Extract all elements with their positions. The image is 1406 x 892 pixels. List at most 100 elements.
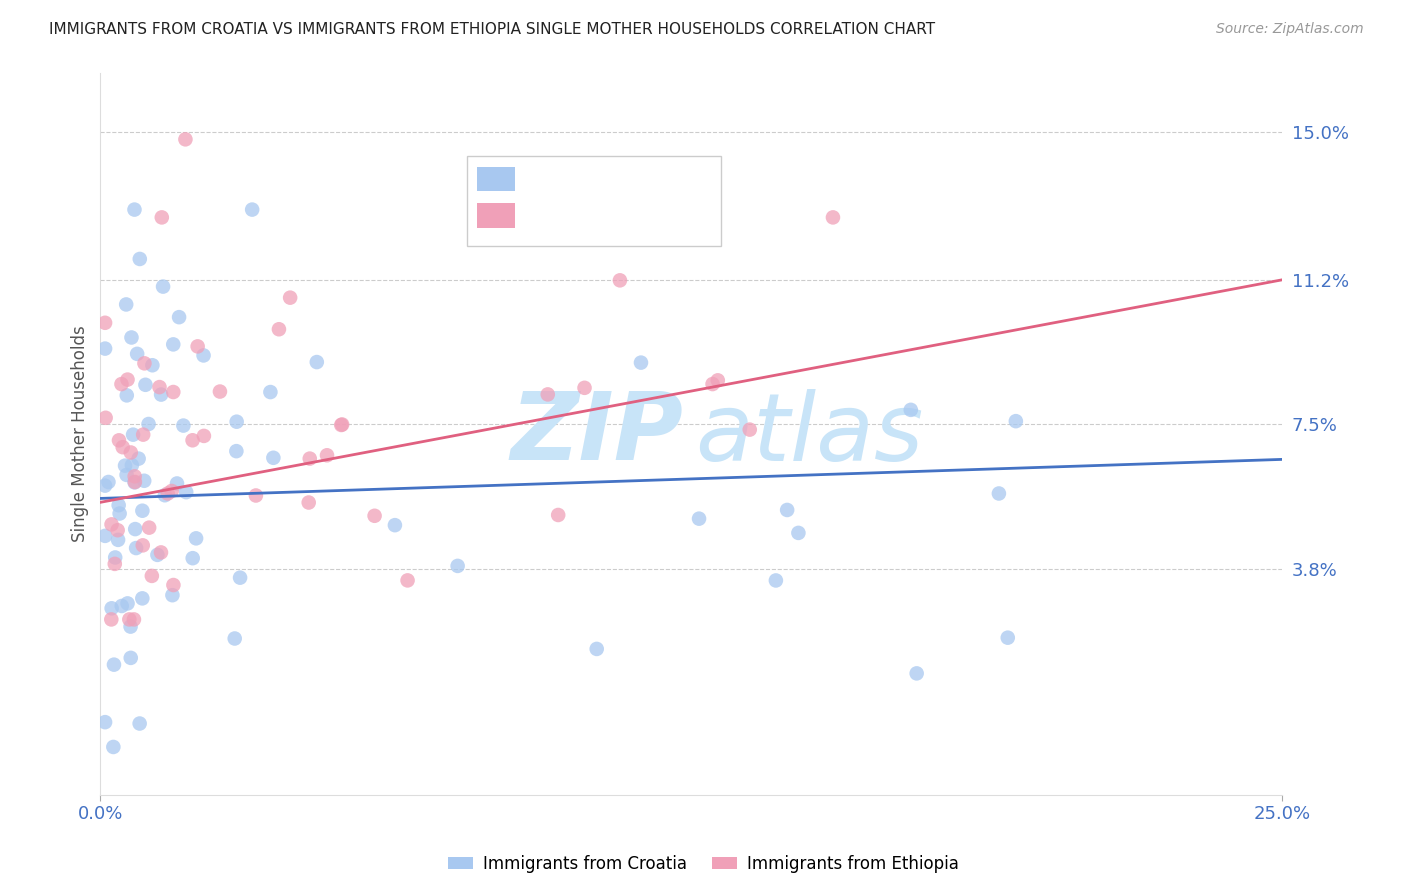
Point bbox=[124, 202, 146, 217]
Point bbox=[208, 384, 231, 399]
Point bbox=[111, 599, 134, 613]
Point bbox=[150, 387, 173, 401]
Point bbox=[108, 507, 131, 521]
Point bbox=[181, 434, 204, 448]
Point bbox=[167, 310, 190, 325]
Point bbox=[131, 591, 153, 606]
Text: atlas: atlas bbox=[695, 389, 924, 480]
Point bbox=[108, 434, 131, 448]
Point bbox=[117, 373, 139, 387]
Text: 71: 71 bbox=[658, 170, 683, 188]
Text: 0.345: 0.345 bbox=[561, 206, 619, 224]
Point bbox=[128, 451, 150, 466]
Point bbox=[229, 571, 252, 585]
Point bbox=[707, 373, 730, 387]
Point bbox=[141, 569, 163, 583]
Point bbox=[138, 521, 160, 535]
Point bbox=[97, 475, 120, 489]
Point bbox=[162, 384, 184, 399]
Point bbox=[240, 202, 263, 217]
Point bbox=[245, 488, 267, 502]
Point bbox=[148, 380, 170, 394]
Point bbox=[384, 518, 406, 533]
Point bbox=[94, 478, 117, 492]
Point bbox=[688, 511, 710, 525]
Point bbox=[193, 429, 215, 443]
Point bbox=[153, 488, 176, 502]
Point bbox=[125, 541, 148, 555]
Point bbox=[259, 385, 281, 400]
Point bbox=[396, 574, 419, 588]
Point bbox=[114, 458, 136, 473]
Point bbox=[150, 545, 173, 559]
Point bbox=[121, 330, 143, 344]
Point bbox=[122, 612, 145, 626]
Point bbox=[152, 279, 174, 293]
Point bbox=[162, 578, 184, 592]
Point bbox=[94, 410, 117, 425]
Point bbox=[630, 356, 652, 370]
Point bbox=[316, 448, 339, 462]
FancyBboxPatch shape bbox=[477, 167, 515, 192]
Point bbox=[547, 508, 569, 522]
Point bbox=[117, 596, 139, 610]
Point bbox=[330, 417, 353, 432]
Point bbox=[225, 415, 247, 429]
Point bbox=[124, 522, 146, 536]
Point bbox=[124, 469, 146, 483]
Point bbox=[132, 427, 155, 442]
Y-axis label: Single Mother Households: Single Mother Households bbox=[72, 326, 89, 542]
Point bbox=[262, 450, 284, 465]
Point bbox=[146, 548, 169, 562]
Point bbox=[821, 211, 844, 225]
Text: 50: 50 bbox=[658, 206, 683, 224]
Point bbox=[193, 348, 215, 362]
Point bbox=[134, 356, 156, 370]
Point bbox=[134, 377, 156, 392]
Point bbox=[100, 517, 122, 532]
Point bbox=[104, 550, 127, 565]
Point bbox=[100, 601, 122, 615]
Text: IMMIGRANTS FROM CROATIA VS IMMIGRANTS FROM ETHIOPIA SINGLE MOTHER HOUSEHOLDS COR: IMMIGRANTS FROM CROATIA VS IMMIGRANTS FR… bbox=[49, 22, 935, 37]
Point bbox=[121, 458, 143, 473]
Point bbox=[702, 377, 724, 392]
Point bbox=[181, 551, 204, 566]
Point bbox=[184, 532, 207, 546]
Text: ZIP: ZIP bbox=[510, 388, 683, 480]
Point bbox=[150, 211, 173, 225]
Point bbox=[305, 355, 328, 369]
Point bbox=[94, 529, 117, 543]
Point bbox=[160, 483, 183, 498]
Point bbox=[267, 322, 290, 336]
Point bbox=[103, 657, 125, 672]
Point bbox=[124, 475, 146, 490]
Point bbox=[1005, 414, 1028, 428]
Point bbox=[94, 342, 117, 356]
Point bbox=[131, 504, 153, 518]
Point bbox=[905, 666, 928, 681]
Point bbox=[103, 739, 125, 754]
Point bbox=[115, 467, 138, 482]
Point bbox=[278, 291, 301, 305]
Point bbox=[162, 588, 184, 602]
Point bbox=[537, 387, 560, 401]
Point bbox=[115, 297, 138, 311]
Point bbox=[446, 558, 468, 573]
Point bbox=[124, 475, 146, 489]
Text: 0.016: 0.016 bbox=[561, 170, 619, 188]
Point bbox=[127, 347, 149, 361]
Point bbox=[118, 612, 141, 626]
Point bbox=[162, 337, 184, 351]
Point bbox=[330, 417, 353, 432]
Point bbox=[107, 498, 129, 512]
Point bbox=[738, 423, 761, 437]
Point bbox=[128, 716, 150, 731]
Point bbox=[997, 631, 1019, 645]
Point bbox=[115, 388, 138, 402]
Point bbox=[132, 538, 155, 552]
Point bbox=[174, 132, 197, 146]
Point bbox=[156, 486, 179, 500]
Point bbox=[107, 533, 129, 547]
Text: Source: ZipAtlas.com: Source: ZipAtlas.com bbox=[1216, 22, 1364, 37]
Point bbox=[166, 476, 188, 491]
